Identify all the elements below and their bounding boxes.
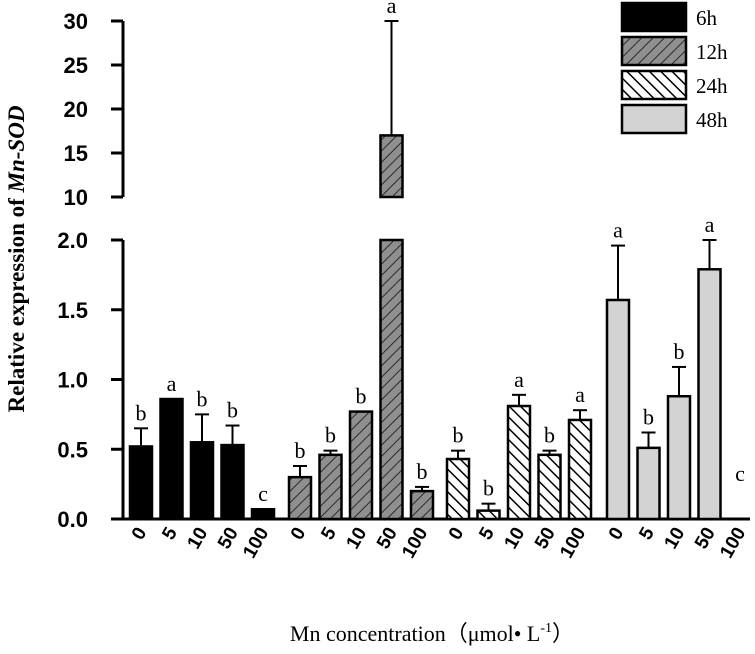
- y-tick-label: 1.0: [57, 368, 88, 393]
- x-tick-label: 10: [501, 524, 530, 553]
- bar: [348, 410, 374, 521]
- y-tick-label: 2.0: [57, 228, 88, 253]
- x-tick-label: 10: [343, 524, 372, 553]
- x-tick-label: 0: [287, 524, 310, 544]
- significance-letter: b: [674, 339, 685, 364]
- legend-swatch: [620, 69, 688, 101]
- y-tick-label: 10: [64, 185, 88, 210]
- bar: [287, 475, 313, 521]
- y-tick-label: 1.5: [57, 298, 88, 323]
- y-axis-label-gene: Mn-SOD: [4, 105, 29, 193]
- x-tick-label: 10: [184, 524, 213, 553]
- bar: [128, 445, 154, 521]
- x-tick-label: 50: [214, 524, 243, 553]
- x-tick-label: 0: [445, 524, 468, 544]
- significance-letter: c: [258, 481, 268, 506]
- legend-swatch: [620, 103, 688, 135]
- bar: [318, 453, 343, 521]
- significance-letter: c: [735, 461, 745, 486]
- legend: 6h 12h 24h 48h: [620, 1, 728, 135]
- bar: [379, 238, 404, 521]
- y-tick-label: 30: [64, 9, 88, 34]
- y-axis-label: Relative expression of Mn-SOD: [4, 105, 29, 412]
- bar: [666, 394, 692, 521]
- significance-letter: a: [167, 371, 177, 396]
- legend-label: 24h: [696, 74, 728, 98]
- bar: [506, 404, 532, 521]
- x-tick-label: 100: [239, 524, 273, 562]
- x-tick-label: 50: [373, 524, 402, 553]
- significance-letter: a: [514, 367, 524, 392]
- bars: [128, 134, 722, 521]
- x-tick-label: 5: [635, 524, 659, 544]
- x-tick-label: 10: [661, 524, 690, 553]
- bar: [409, 489, 435, 521]
- bar: [567, 418, 593, 521]
- significance-letter: a: [575, 382, 585, 407]
- x-axis-label-main: Mn concentration（μmol• L: [290, 621, 540, 646]
- x-tick-label: 0: [605, 524, 628, 544]
- y-tick-label: 25: [64, 53, 88, 78]
- bar: [537, 453, 562, 521]
- bar: [189, 441, 215, 521]
- x-tick-label: 50: [691, 524, 720, 553]
- x-tick-label: 5: [317, 524, 341, 544]
- significance-letter: a: [705, 212, 715, 237]
- legend-swatch: [620, 35, 688, 67]
- x-tick-label: 50: [531, 524, 560, 553]
- significance-letter: b: [136, 400, 147, 425]
- legend-label: 12h: [696, 40, 728, 64]
- legend-swatch: [620, 1, 688, 33]
- x-axis-label-close: ）: [552, 621, 574, 646]
- bar: [445, 457, 471, 521]
- significance-letter: b: [295, 438, 306, 463]
- significance-letter: b: [453, 423, 464, 448]
- x-tick-label: 5: [158, 524, 182, 544]
- y-tick-label: 0.0: [57, 507, 88, 532]
- significance-letter: b: [227, 398, 238, 423]
- x-tick-label: 100: [398, 524, 432, 562]
- significance-letter: b: [643, 405, 654, 430]
- bar: [250, 507, 276, 521]
- significance-letter: b: [417, 459, 428, 484]
- x-tick-label: 100: [716, 524, 750, 562]
- bar: [220, 443, 245, 521]
- significance-letter: b: [356, 384, 367, 409]
- significance-letter: b: [325, 423, 336, 448]
- x-axis-label-sup: -1: [540, 621, 552, 636]
- y-axis-label-prefix: Relative expression of: [4, 192, 29, 412]
- bar: [605, 298, 631, 521]
- legend-label: 6h: [696, 6, 718, 30]
- significance-letter: b: [544, 423, 555, 448]
- y-tick-label: 20: [64, 97, 88, 122]
- significance-letter: b: [483, 476, 494, 501]
- bar-upper: [379, 134, 404, 199]
- y-tick-label: 15: [64, 141, 88, 166]
- bar: [159, 397, 184, 521]
- bar: [697, 268, 722, 521]
- bar: [476, 509, 501, 521]
- bar: [636, 446, 661, 521]
- x-tick-label: 5: [475, 524, 499, 544]
- legend-label: 48h: [696, 108, 728, 132]
- significance-letter: a: [387, 0, 397, 18]
- x-tick-label: 100: [556, 524, 590, 562]
- significance-letter: b: [197, 386, 208, 411]
- x-axis-label: Mn concentration（μmol• L-1）: [290, 621, 574, 646]
- x-tick-label: 0: [128, 524, 151, 544]
- error-bars: [134, 20, 717, 511]
- significance-letter: a: [613, 218, 623, 243]
- y-tick-label: 0.5: [57, 437, 88, 462]
